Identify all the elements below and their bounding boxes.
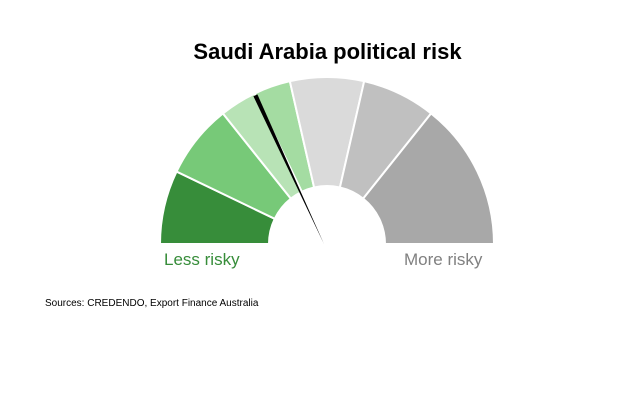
gauge-segment-7 <box>361 112 496 245</box>
source-note: Sources: CREDENDO, Export Finance Austra… <box>45 298 259 309</box>
gauge-segments <box>158 76 496 245</box>
less-risky-label: Less risky <box>164 250 240 269</box>
chart-title: Saudi Arabia political risk <box>193 39 462 64</box>
needle-group <box>253 94 324 244</box>
gauge-needle <box>253 94 324 244</box>
more-risky-label: More risky <box>404 250 483 269</box>
